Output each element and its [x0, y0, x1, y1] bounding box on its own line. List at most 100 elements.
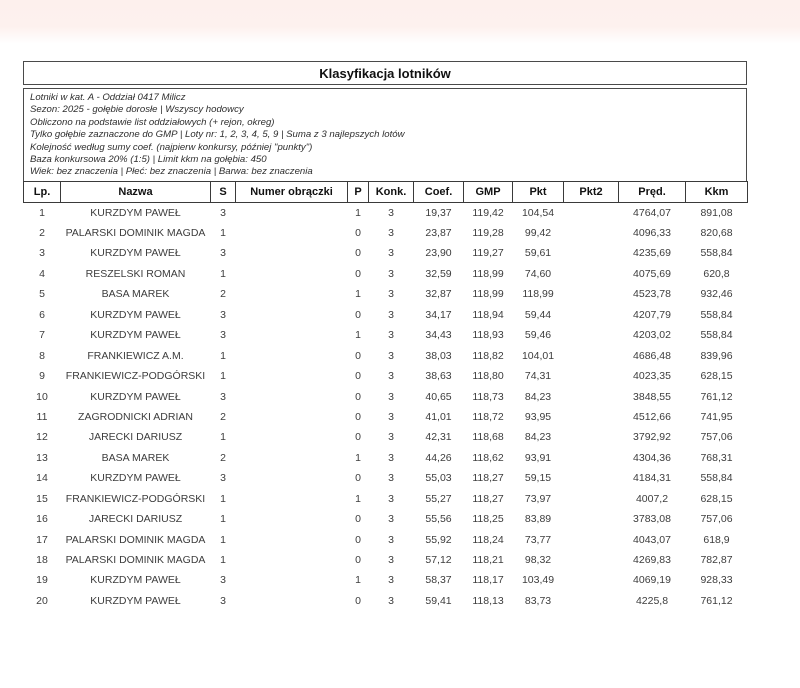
table-row: 1 KURZDYM PAWEŁ 3 1 3 19,37 119,42 104,54 4764,0…: [24, 202, 748, 222]
cell-s: 3: [220, 247, 226, 260]
info-line-flights: Tylko gołębie zaznaczone do GMP | Loty n…: [30, 129, 405, 141]
cell-numer-obraczki: [236, 591, 348, 611]
cell-pkt2: [564, 488, 619, 508]
cell-s: 2: [220, 451, 226, 464]
cell-s: 1: [220, 554, 226, 566]
cell-s: 3: [220, 206, 226, 219]
cell-gmp: 118,94: [472, 308, 504, 321]
cell-gmp: 119,42: [472, 206, 504, 219]
cell-coef: 41,01: [425, 410, 452, 423]
cell-pred: 4207,79: [633, 308, 671, 321]
cell-s: 1: [220, 431, 226, 444]
cell-p: 1: [355, 329, 361, 342]
cell-nazwa: KURZDYM PAWEŁ: [90, 472, 181, 485]
cell-gmp: 119,28: [472, 227, 504, 239]
cell-kkm: 628,15: [700, 370, 733, 383]
cell-p: 0: [355, 390, 361, 403]
cell-lp: 2: [39, 227, 45, 239]
cell-pkt2: [564, 591, 619, 611]
page-title: Klasyfikacja lotników: [319, 65, 451, 81]
cell-lp: 17: [36, 533, 48, 546]
report-title-box: Klasyfikacja lotników: [23, 61, 747, 85]
cell-kkm: 620,8: [703, 267, 730, 280]
cell-nazwa: ZAGRODNICKI ADRIAN: [78, 410, 193, 423]
cell-gmp: 118,80: [472, 370, 504, 383]
cell-pred: 4184,31: [633, 472, 671, 485]
cell-pkt2: [564, 550, 619, 570]
cell-s: 1: [220, 227, 226, 239]
info-line-source: Obliczono na podstawie list oddziałowych…: [30, 116, 275, 128]
cell-p: 0: [355, 554, 361, 566]
info-line-category: Lotniki w kat. A - Oddział 0417 Milicz: [30, 92, 186, 103]
cell-coef: 55,03: [425, 472, 452, 485]
cell-s: 2: [220, 288, 226, 301]
cell-pred: 4523,78: [633, 288, 671, 301]
cell-gmp: 118,13: [472, 594, 504, 607]
cell-p: 1: [355, 451, 361, 464]
cell-pkt2: [564, 448, 619, 468]
cell-coef: 58,37: [425, 574, 452, 587]
column-header-nazwa: Nazwa: [60, 180, 211, 203]
cell-konk: 3: [388, 267, 394, 280]
cell-konk: 3: [388, 472, 394, 485]
cell-pred: 4686,48: [633, 349, 671, 362]
cell-s: 3: [220, 329, 226, 342]
cell-coef: 55,27: [425, 492, 452, 505]
cell-lp: 12: [36, 431, 48, 444]
cell-kkm: 782,87: [700, 554, 733, 566]
cell-pkt: 104,54: [521, 206, 555, 219]
cell-pkt: 83,73: [524, 594, 552, 607]
cell-pkt: 84,23: [524, 431, 552, 444]
cell-pkt: 99,42: [524, 227, 552, 239]
cell-kkm: 558,84: [700, 308, 733, 321]
cell-nazwa: PALARSKI DOMINIK MAGDA: [65, 533, 206, 546]
cell-lp: 8: [39, 349, 45, 362]
cell-pred: 4203,02: [633, 329, 671, 342]
cell-kkm: 761,12: [700, 390, 733, 403]
cell-lp: 7: [39, 329, 45, 342]
cell-konk: 3: [388, 349, 394, 362]
cell-numer-obraczki: [236, 386, 348, 406]
cell-p: 0: [355, 533, 361, 546]
cell-s: 3: [220, 574, 226, 587]
cell-pred: 4225,8: [635, 594, 669, 607]
cell-s: 3: [220, 472, 226, 485]
cell-pred: 4269,83: [633, 554, 671, 566]
table-body: 1 KURZDYM PAWEŁ 3 1 3 19,37 119,42 104,54 4764,0…: [24, 202, 748, 611]
cell-coef: 57,12: [425, 554, 452, 566]
cell-gmp: 118,99: [472, 288, 504, 301]
cell-kkm: 757,06: [700, 431, 733, 444]
cell-gmp: 118,93: [472, 329, 504, 342]
cell-konk: 3: [388, 431, 394, 444]
cell-pred: 3783,08: [633, 513, 671, 526]
cell-p: 0: [355, 247, 361, 260]
cell-pkt: 98,32: [524, 554, 552, 566]
cell-s: 2: [220, 410, 226, 423]
cell-pkt2: [564, 386, 619, 406]
cell-gmp: 118,72: [472, 410, 504, 423]
cell-p: 1: [355, 206, 361, 219]
column-header-gmp: GMP: [463, 180, 513, 203]
cell-lp: 18: [36, 554, 48, 566]
cell-numer-obraczki: [236, 366, 348, 386]
cell-pred: 4096,33: [633, 227, 671, 239]
cell-pkt2: [564, 305, 619, 325]
column-header-s: S: [210, 180, 236, 203]
cell-nazwa: FRANKIEWICZ A.M.: [87, 349, 184, 362]
cell-lp: 11: [36, 410, 48, 423]
table-row: 13 BASA MAREK 2 1 3 44,26 118,62 93,91 4304,36 76…: [24, 448, 748, 468]
cell-gmp: 118,99: [472, 267, 504, 280]
cell-pkt2: [564, 529, 619, 549]
cell-konk: 3: [388, 513, 394, 526]
cell-numer-obraczki: [236, 550, 348, 570]
cell-pkt2: [564, 427, 619, 447]
cell-numer-obraczki: [236, 570, 348, 590]
cell-konk: 3: [388, 227, 394, 239]
cell-kkm: 618,9: [703, 533, 730, 546]
cell-pkt: 59,46: [524, 329, 552, 342]
cell-pkt2: [564, 509, 619, 529]
cell-coef: 59,41: [425, 594, 452, 607]
cell-coef: 55,92: [425, 533, 452, 546]
cell-lp: 5: [39, 288, 45, 301]
cell-nazwa: PALARSKI DOMINIK MAGDA: [65, 554, 206, 566]
